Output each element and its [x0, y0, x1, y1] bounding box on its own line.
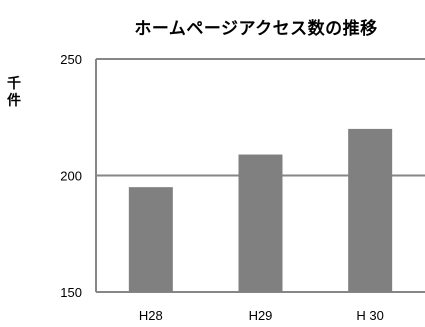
x-tick-label: H28	[139, 308, 163, 323]
y-tick-label: 250	[60, 52, 82, 67]
y-tick-label: 200	[60, 169, 82, 184]
x-tick-label: H 30	[356, 308, 383, 323]
y-tick-label: 150	[60, 285, 82, 300]
y-axis-label: 千件	[7, 76, 21, 109]
bar	[348, 128, 393, 292]
chart-title: ホームページアクセス数の推移	[134, 19, 378, 39]
bar	[128, 187, 173, 292]
bar	[238, 154, 283, 292]
x-tick-label: H29	[249, 308, 273, 323]
